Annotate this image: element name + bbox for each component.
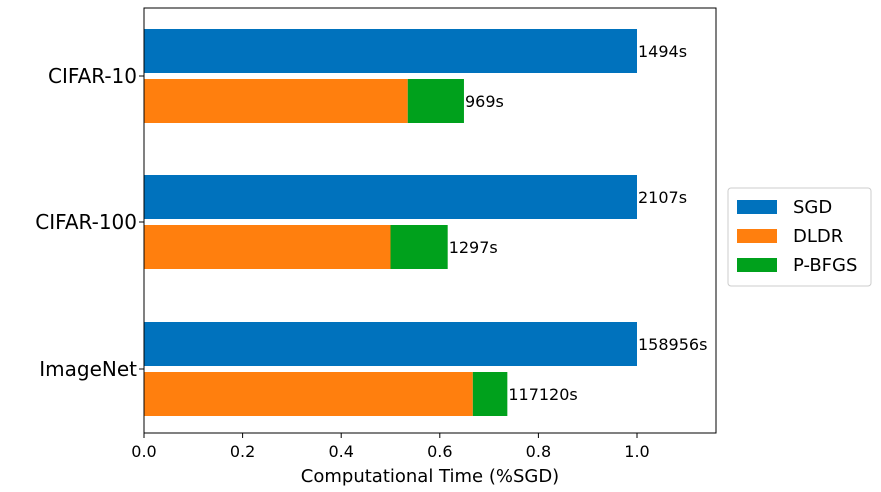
y-tick-label-2: ImageNet: [39, 357, 137, 381]
data-label-bottom-0: 969s: [465, 92, 504, 111]
x-tick-label-4: 0.8: [526, 442, 551, 461]
data-labels: 1494s 969s 2107s 1297s 158956s 117120s: [449, 42, 708, 404]
bar-pbfgs-1: [390, 225, 448, 269]
legend-swatch-1: [737, 229, 777, 243]
data-label-top-2: 158956s: [638, 335, 707, 354]
legend-label-2: P-BFGS: [793, 255, 857, 276]
bar-sgd-2: [144, 322, 637, 366]
x-tick-label-0: 0.0: [131, 442, 156, 461]
bar-dldr-2: [144, 372, 473, 416]
x-tick-label-2: 0.4: [328, 442, 353, 461]
bar-pbfgs-2: [472, 372, 508, 416]
bars-layer: [144, 29, 637, 416]
x-tick-label-5: 1.0: [624, 442, 649, 461]
x-tick-label-3: 0.6: [427, 442, 452, 461]
legend-swatch-2: [737, 258, 777, 272]
bar-sgd-0: [144, 29, 637, 73]
plot-frame: [143, 7, 717, 434]
data-label-bottom-2: 117120s: [508, 385, 577, 404]
bar-sgd-1: [144, 175, 637, 219]
y-axis: CIFAR-10 CIFAR-100 ImageNet: [35, 64, 144, 381]
y-tick-label-0: CIFAR-10: [48, 64, 137, 88]
bar-pbfgs-0: [407, 79, 464, 123]
legend-label-1: DLDR: [793, 226, 843, 247]
legend-swatch-0: [737, 200, 777, 214]
data-label-bottom-1: 1297s: [449, 238, 498, 257]
legend: SGD DLDR P-BFGS: [727, 187, 872, 287]
data-label-top-0: 1494s: [638, 42, 687, 61]
bar-dldr-0: [144, 79, 408, 123]
bar-dldr-1: [144, 225, 391, 269]
x-axis-label: Computational Time (%SGD): [301, 466, 559, 487]
y-tick-label-1: CIFAR-100: [35, 210, 137, 234]
x-tick-label-1: 0.2: [230, 442, 255, 461]
data-label-top-1: 2107s: [638, 188, 687, 207]
legend-label-0: SGD: [793, 197, 832, 218]
x-axis: 0.0 0.2 0.4 0.6 0.8 1.0: [131, 433, 650, 461]
